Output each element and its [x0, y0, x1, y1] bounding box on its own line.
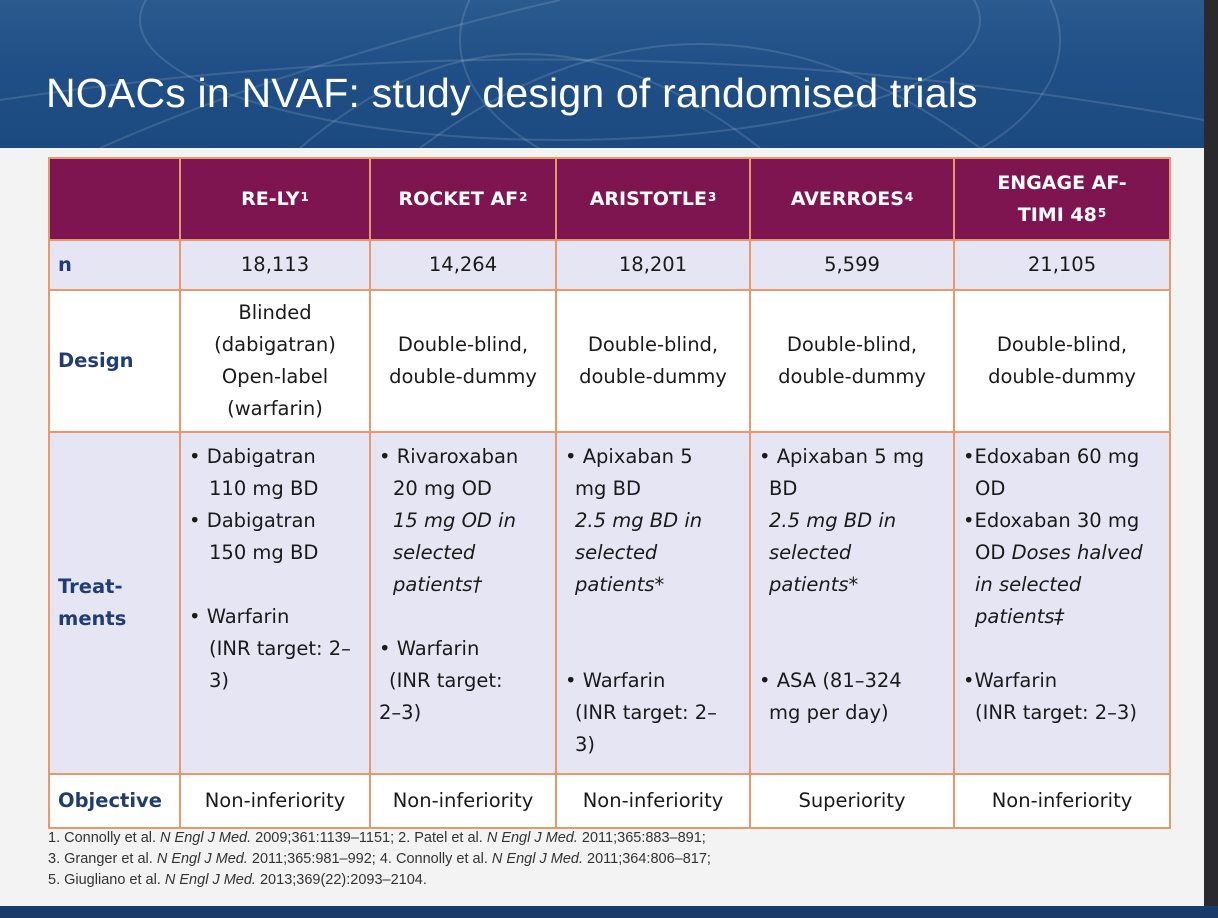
table-row-design: Design Blinded (dabigatran) Open-label (wa… — [48, 289, 1171, 433]
treatments-averroes: • Apixaban 5 mg BD 2.5 mg BD in selected… — [749, 431, 955, 775]
objective-engage-af: Non-inferiority — [953, 773, 1171, 829]
title-banner: NOACs in NVAF: study design of randomise… — [0, 0, 1204, 148]
design-engage-af: Double-blind, double-dummy — [953, 289, 1171, 433]
reference-line-3: 5. Giugliano et al. N Engl J Med. 2013;3… — [48, 872, 427, 888]
treatments-aristotle: • Apixaban 5 mg BD 2.5 mg BD in selected… — [555, 431, 751, 775]
slide-bottom-edge — [0, 906, 1218, 918]
design-rocket-af: Double-blind, double-dummy — [369, 289, 557, 433]
header-engage-af: ENGAGE AF- TIMI 485 — [953, 157, 1171, 241]
table-row-n: n 18,113 14,264 18,201 5,599 21,105 — [48, 239, 1171, 291]
design-relly: Blinded (dabigatran) Open-label (warfarin) — [179, 289, 371, 433]
row-label-treatments: Treat-ments — [48, 431, 181, 775]
row-label-objective: Objective — [48, 773, 181, 829]
treatments-relly: • Dabigatran 110 mg BD • Dabigatran 150 … — [179, 431, 371, 775]
n-engage-af: 21,105 — [953, 239, 1171, 291]
slide-title: NOACs in NVAF: study design of randomise… — [46, 70, 978, 116]
references: 1. Connolly et al. N Engl J Med. 2009;36… — [48, 828, 711, 891]
header-averroes: AVERROES4 — [749, 157, 955, 241]
table-row-treatments: Treat-ments • Dabigatran 110 mg BD • Dab… — [48, 431, 1171, 775]
n-relly: 18,113 — [179, 239, 371, 291]
banner-pattern — [0, 0, 1204, 148]
header-empty-cell — [48, 157, 181, 241]
design-aristotle: Double-blind, double-dummy — [555, 289, 751, 433]
reference-line-1: 1. Connolly et al. N Engl J Med. 2009;36… — [48, 830, 706, 846]
table-header-row: RE-LY1 ROCKET AF2 ARISTOTLE3 AVERROES4 E… — [48, 157, 1171, 241]
slide-edge-shadow — [1204, 0, 1218, 918]
header-rocket-af: ROCKET AF2 — [369, 157, 557, 241]
objective-aristotle: Non-inferiority — [555, 773, 751, 829]
objective-averroes: Superiority — [749, 773, 955, 829]
design-averroes: Double-blind, double-dummy — [749, 289, 955, 433]
row-label-design: Design — [48, 289, 181, 433]
header-aristotle: ARISTOTLE3 — [555, 157, 751, 241]
row-label-n: n — [48, 239, 181, 291]
reference-line-2: 3. Granger et al. N Engl J Med. 2011;365… — [48, 851, 711, 867]
table-row-objective: Objective Non-inferiority Non-inferiorit… — [48, 773, 1171, 829]
treatments-rocket-af: • Rivaroxaban 20 mg OD 15 mg OD in selec… — [369, 431, 557, 775]
treatments-engage-af: •Edoxaban 60 mg OD •Edoxaban 30 mg OD Do… — [953, 431, 1171, 775]
n-averroes: 5,599 — [749, 239, 955, 291]
n-rocket-af: 14,264 — [369, 239, 557, 291]
objective-rocket-af: Non-inferiority — [369, 773, 557, 829]
header-relly: RE-LY1 — [179, 157, 371, 241]
objective-relly: Non-inferiority — [179, 773, 371, 829]
n-aristotle: 18,201 — [555, 239, 751, 291]
trials-table: RE-LY1 ROCKET AF2 ARISTOTLE3 AVERROES4 E… — [48, 157, 1171, 829]
